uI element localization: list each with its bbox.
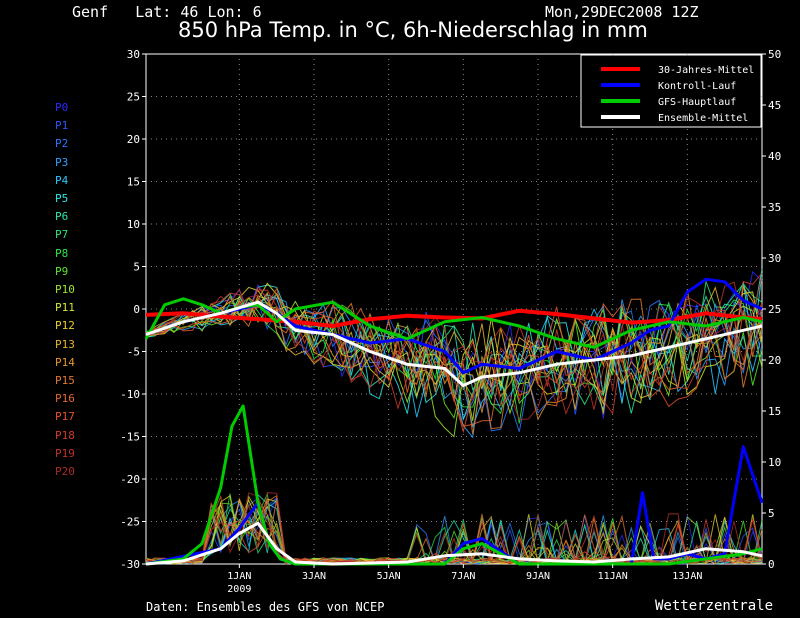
legend-label: Ensemble-Mittel bbox=[658, 113, 748, 124]
legend-label: GFS-Hauptlauf bbox=[658, 97, 736, 108]
member-temp-line bbox=[145, 286, 763, 434]
member-label: P12 bbox=[55, 319, 75, 333]
member-label: P4 bbox=[55, 173, 69, 187]
y-right-tick-label: 5 bbox=[768, 507, 775, 520]
member-label: P11 bbox=[55, 301, 75, 315]
member-precip-line bbox=[145, 500, 763, 565]
y-left-tick-label: 20 bbox=[127, 133, 140, 146]
x-tick-label: 9JAN bbox=[526, 571, 550, 582]
y-left-tick-label: -25 bbox=[120, 516, 140, 529]
member-label: P15 bbox=[55, 374, 75, 387]
member-label: P20 bbox=[55, 465, 75, 478]
member-temp-line bbox=[145, 294, 763, 421]
member-temp-line bbox=[145, 289, 763, 421]
member-label: P16 bbox=[55, 392, 75, 406]
member-label: P3 bbox=[55, 155, 69, 169]
x-tick-label: 3JAN bbox=[302, 571, 326, 582]
member-temp-line bbox=[145, 281, 763, 406]
y-left-tick-label: 0 bbox=[133, 303, 140, 316]
member-label: P5 bbox=[55, 192, 69, 205]
y-left-tick-label: -10 bbox=[120, 388, 140, 401]
member-temp-line bbox=[145, 276, 763, 416]
y-right-tick-label: 45 bbox=[768, 99, 781, 112]
x-tick-label: 13JAN bbox=[672, 571, 702, 582]
y-left-tick-label: 5 bbox=[133, 261, 140, 274]
y-left-tick-label: -15 bbox=[120, 431, 140, 444]
member-label: P18 bbox=[55, 428, 75, 442]
run-date-label: Mon,29DEC2008 12Z bbox=[545, 3, 699, 21]
temp-line-30-jahres-mittel bbox=[145, 308, 763, 328]
member-label: P2 bbox=[55, 137, 69, 151]
x-tick-label: 11JAN bbox=[598, 571, 628, 582]
chart-title: 850 hPa Temp. in °C, 6h-Niederschlag in … bbox=[178, 18, 648, 42]
y-right-tick-label: 15 bbox=[768, 405, 781, 418]
y-left-tick-label: -30 bbox=[120, 558, 140, 571]
y-right-tick-label: 35 bbox=[768, 201, 781, 214]
member-label: P6 bbox=[55, 210, 69, 224]
member-label: P19 bbox=[55, 446, 75, 460]
member-label: P8 bbox=[55, 246, 69, 260]
y-left-tick-label: 25 bbox=[127, 91, 140, 104]
member-label: P0 bbox=[55, 101, 69, 114]
member-label: P17 bbox=[55, 410, 75, 424]
member-label: P13 bbox=[55, 337, 75, 351]
y-right-tick-label: 0 bbox=[768, 558, 775, 571]
member-temp-line bbox=[145, 272, 763, 415]
legend-box: 30-Jahres-Mittel Kontroll-Lauf GFS-Hauptla… bbox=[580, 54, 762, 128]
y-left-tick-label: -20 bbox=[120, 473, 140, 486]
member-label: P14 bbox=[55, 355, 75, 369]
temp-line-ensemble-mittel bbox=[145, 300, 763, 387]
x-tick-label: 5JAN bbox=[377, 571, 401, 582]
member-label: P9 bbox=[55, 264, 69, 278]
y-left-tick-label: 15 bbox=[127, 176, 140, 189]
member-precip-line bbox=[145, 492, 763, 565]
y-left-tick-label: 10 bbox=[127, 218, 140, 231]
legend-label: 30-Jahres-Mittel bbox=[658, 65, 754, 76]
y-right-tick-label: 20 bbox=[768, 354, 781, 367]
y-right-tick-label: 50 bbox=[768, 48, 781, 61]
brand-label: Wetterzentrale bbox=[655, 598, 774, 614]
precip-line-ensemble-mittel bbox=[145, 521, 763, 566]
x-tick-label: 7JAN bbox=[451, 571, 475, 582]
x-tick-label: 1JAN bbox=[227, 571, 251, 582]
y-right-tick-label: 40 bbox=[768, 150, 781, 163]
y-left-tick-label: 30 bbox=[127, 48, 140, 61]
main-series-lines bbox=[144, 277, 764, 566]
y-right-tick-label: 30 bbox=[768, 252, 781, 265]
member-label: P7 bbox=[55, 228, 69, 242]
temp-line-gfs-hauptlauf bbox=[144, 297, 763, 349]
legend-label: Kontroll-Lauf bbox=[658, 81, 736, 92]
member-label: P1 bbox=[55, 119, 69, 133]
x-year-label: 2009 bbox=[227, 584, 251, 595]
y-right-tick-label: 25 bbox=[768, 303, 781, 316]
y-right-tick-label: 10 bbox=[768, 456, 781, 469]
y-left-tick-label: -5 bbox=[127, 346, 140, 359]
member-precip-line bbox=[145, 492, 763, 565]
member-label: P10 bbox=[55, 283, 75, 296]
location-label: Genf Lat: 46 Lon: 6 bbox=[72, 3, 262, 21]
data-source-label: Daten: Ensembles des GFS von NCEP bbox=[146, 600, 385, 614]
axes: 302520151050-5-10-15-20-25-3050454035302… bbox=[120, 48, 781, 595]
precip-line-gfs-hauptlauf bbox=[145, 404, 763, 566]
